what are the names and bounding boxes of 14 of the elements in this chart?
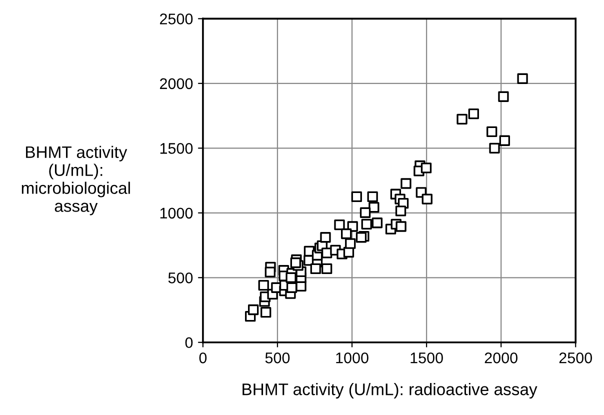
y-axis-title: BHMT activity (U/mL): microbiological assay	[22, 146, 130, 216]
x-tick-label: 1000	[336, 352, 368, 364]
x-tick-label: 1500	[410, 352, 443, 364]
y-tick-label: 1000	[160, 208, 193, 219]
y-tick-label: 500	[168, 272, 193, 284]
y-tick-label: 2000	[160, 78, 193, 90]
x-axis-title: BHMT activity (U/mL): radioactive assay	[242, 383, 538, 399]
x-tick-label: 2000	[484, 352, 518, 364]
y-tick-label: 1500	[160, 143, 193, 154]
x-tick-label: 500	[265, 352, 290, 364]
y-tick-label: 2500	[160, 14, 193, 24]
x-tick-label: 0	[199, 352, 207, 364]
x-tick-label: 2500	[559, 352, 592, 364]
y-tick-label: 0	[185, 337, 193, 348]
